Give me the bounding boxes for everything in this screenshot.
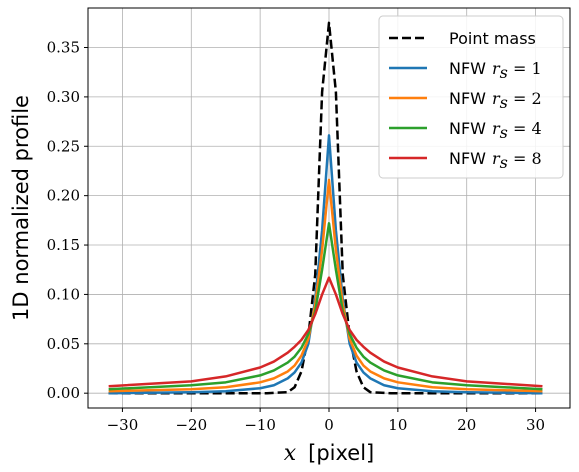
x-axis-label-unit: [pixel]	[308, 441, 374, 465]
series-line-0	[108, 21, 543, 395]
x-tick-label: −10	[244, 416, 276, 434]
legend-label-subscript: s	[500, 153, 508, 172]
y-tick-label: 0.00	[47, 384, 80, 402]
legend-label-value: = 4	[508, 119, 542, 138]
x-tick-label: −20	[175, 416, 207, 434]
series-line-2	[108, 178, 543, 393]
x-tick-label: 10	[388, 416, 407, 434]
series-group	[108, 21, 543, 395]
legend-label-text: NFW	[449, 149, 486, 168]
legend-label-variable: r	[492, 89, 501, 108]
legend-label-2: NFW rs = 2	[449, 89, 542, 112]
legend-label-3: NFW rs = 4	[449, 119, 542, 142]
x-axis-label-variable: x	[284, 441, 297, 466]
legend-label-text: NFW	[449, 89, 486, 108]
y-tick-label: 0.05	[47, 335, 80, 353]
series-line-1	[108, 134, 543, 395]
legend-label-1: NFW rs = 1	[449, 59, 542, 82]
x-tick-label: −30	[107, 416, 139, 434]
legend-label-text: NFW	[449, 59, 486, 78]
series-line-4	[108, 276, 543, 388]
legend-label-text: NFW	[449, 119, 486, 138]
legend-label-subscript: s	[500, 123, 508, 142]
legend-label-variable: r	[492, 119, 501, 138]
y-axis-label: 1D normalized profile	[9, 95, 33, 321]
x-tick-label: 0	[324, 416, 334, 434]
y-tick-label: 0.15	[47, 236, 80, 254]
legend-label-4: NFW rs = 8	[449, 149, 542, 172]
x-axis-label: x [pixel]	[284, 441, 375, 466]
legend-label-0: Point mass	[449, 29, 536, 48]
legend-label-value: = 1	[508, 59, 542, 78]
ticks: −30 −20 −10 0 10 20 30 0.00 0.05 0.10 0.15 0.20 0.25…	[47, 39, 546, 434]
legend-label-variable: r	[492, 149, 501, 168]
y-tick-label: 0.20	[47, 187, 80, 205]
legend-label-variable: r	[492, 59, 501, 78]
x-tick-label: 30	[526, 416, 545, 434]
legend-label-subscript: s	[500, 93, 508, 112]
legend-label-value: = 2	[508, 89, 542, 108]
y-tick-label: 0.25	[47, 137, 80, 155]
legend-label-text: Point mass	[449, 29, 536, 48]
y-tick-label: 0.30	[47, 88, 80, 106]
series-line-3	[108, 222, 543, 391]
legend-label-value: = 8	[508, 149, 542, 168]
legend-box	[378, 15, 564, 179]
x-tick-label: 20	[457, 416, 476, 434]
y-tick-label: 0.35	[47, 39, 80, 57]
legend-label-subscript: s	[500, 63, 508, 82]
y-tick-label: 0.10	[47, 285, 80, 303]
